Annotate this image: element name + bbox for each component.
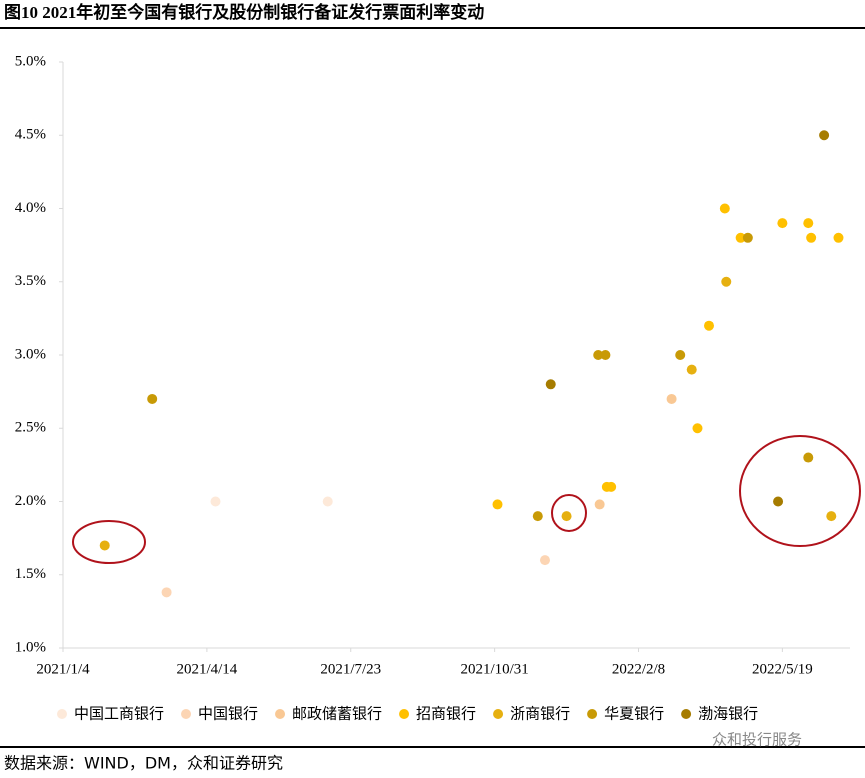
- point: [819, 130, 830, 141]
- point: [806, 232, 817, 243]
- legend-marker: [57, 709, 67, 719]
- legend-label: 渤海银行: [698, 705, 758, 723]
- point: [594, 499, 605, 510]
- point: [606, 481, 617, 492]
- point: [322, 496, 333, 507]
- point: [686, 364, 697, 375]
- legend-label: 邮政储蓄银行: [292, 705, 382, 723]
- x-tick-label: 2021/4/14: [176, 661, 237, 677]
- x-tick-label: 2022/2/8: [612, 661, 665, 677]
- plot-area: 1.0% 1.5% 2.0% 2.5% 3.0% 3.5% 4.0% 4.5% 5.0% 2021…: [15, 53, 850, 677]
- legend-marker: [681, 709, 692, 719]
- point: [666, 393, 677, 404]
- legend: 中国工商银行 中国银行 邮政储蓄银行 招商银行 浙商银行 华夏银行 渤海银行: [57, 705, 758, 723]
- legend-marker: [275, 709, 286, 719]
- x-tick-label: 2021/10/31: [460, 661, 528, 677]
- point: [492, 499, 503, 510]
- point: [773, 496, 784, 507]
- point: [539, 555, 550, 566]
- point: [210, 496, 221, 507]
- y-tick-label: 1.0%: [15, 639, 46, 655]
- point: [833, 232, 844, 243]
- point: [735, 232, 746, 243]
- chart-title: 图10 2021年初至今国有银行及股份制银行备证发行票面利率变动: [4, 2, 484, 22]
- y-tick-label: 2.0%: [15, 493, 46, 509]
- y-tick-label: 4.0%: [15, 200, 46, 216]
- x-tick-label: 2022/5/19: [752, 661, 813, 677]
- point: [803, 452, 814, 463]
- point: [704, 320, 715, 331]
- legend-marker: [399, 709, 410, 719]
- legend-label: 浙商银行: [510, 705, 570, 723]
- point: [742, 232, 753, 243]
- point: [692, 423, 703, 434]
- legend-marker: [181, 709, 192, 719]
- point: [147, 393, 158, 404]
- watermark: 众和投行服务: [712, 731, 802, 749]
- point: [826, 511, 837, 522]
- legend-label: 华夏银行: [604, 705, 664, 723]
- point: [719, 203, 730, 214]
- source: 数据来源：WIND，DM，众和证券研究: [4, 754, 283, 773]
- point: [99, 540, 110, 551]
- highlight-ellipse: [551, 494, 587, 532]
- y-tick-label: 3.5%: [15, 273, 46, 289]
- legend-label: 招商银行: [416, 705, 476, 723]
- point: [675, 350, 686, 360]
- point: [721, 276, 732, 287]
- highlight-ellipse: [72, 520, 146, 564]
- y-tick-label: 1.5%: [15, 566, 46, 582]
- y-tick-label: 5.0%: [15, 53, 46, 69]
- legend-label: 中国工商银行: [74, 705, 164, 723]
- point: [593, 350, 604, 360]
- point: [803, 218, 814, 229]
- y-tick-label: 2.5%: [15, 420, 46, 436]
- x-tick-label: 2021/7/23: [320, 661, 381, 677]
- legend-marker: [493, 709, 504, 719]
- point: [161, 587, 172, 598]
- point: [561, 511, 572, 522]
- y-tick-label: 4.5%: [15, 127, 46, 143]
- highlight-ellipse: [739, 435, 861, 547]
- x-tick-label: 2021/1/4: [36, 661, 90, 677]
- annotations: [72, 435, 861, 564]
- point: [777, 218, 788, 229]
- point: [600, 350, 611, 360]
- legend-label: 中国银行: [198, 705, 258, 723]
- point: [532, 511, 543, 522]
- legend-marker: [587, 709, 598, 719]
- y-tick-label: 3.0%: [15, 346, 46, 362]
- point: [545, 379, 556, 390]
